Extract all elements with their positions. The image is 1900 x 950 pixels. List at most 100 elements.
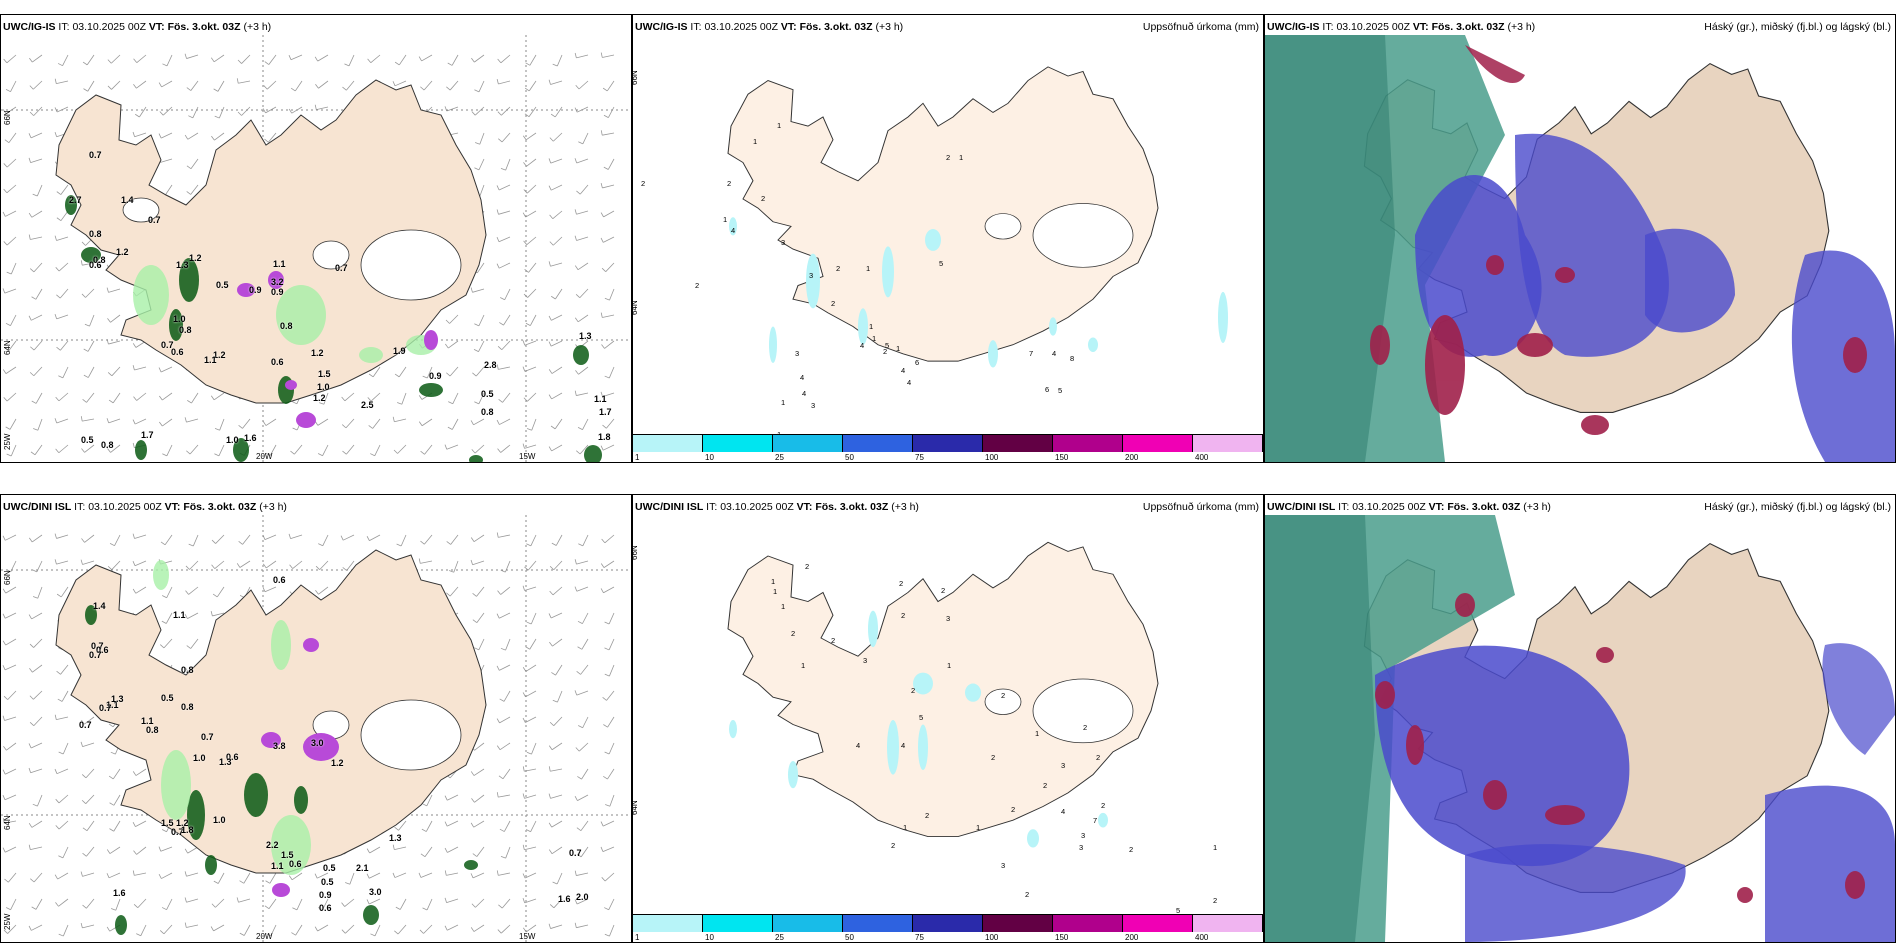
wind-barb (446, 106, 459, 112)
wind-barb-flag (2, 588, 7, 594)
precip-value-label: 3 (795, 349, 800, 358)
gust-value-label: 0.8 (179, 325, 192, 335)
wind-barb-flag (106, 418, 110, 424)
wind-barb (112, 768, 121, 780)
wind-barb (579, 288, 589, 298)
wind-barb-flag (471, 798, 475, 803)
wind-barb (344, 392, 355, 402)
wind-barb (5, 612, 17, 619)
wind-barb (524, 340, 537, 346)
wind-barb-flag (84, 323, 90, 327)
wind-barb-flag (419, 929, 424, 934)
wind-barb-flag (28, 133, 32, 139)
wind-barb (604, 340, 615, 349)
wind-barb-flag (600, 52, 603, 58)
wind-barb (186, 418, 199, 423)
wind-barb (243, 924, 251, 936)
panel-top-mid-precip: UWC/IG-IS IT: 03.10.2025 00Z VT: Fös. 3.… (632, 14, 1264, 463)
wind-barb (476, 612, 485, 623)
wind-barb-flag (550, 113, 556, 118)
wind-barb (550, 262, 563, 267)
wind-barb (503, 314, 511, 326)
wind-barb-flag (525, 322, 531, 326)
wind-barb-flag (29, 57, 33, 63)
wind-barb-flag (3, 241, 8, 246)
wind-barb-flag (548, 822, 553, 828)
wind-barb-flag (600, 130, 603, 136)
colorbar-label: 1 (635, 453, 640, 462)
colorbar-label: 150 (1055, 933, 1069, 942)
precip-value-label: 1 (753, 137, 758, 146)
precip-value-label: 1 (959, 153, 964, 162)
wind-barb-flag (2, 665, 6, 671)
wind-barb (241, 106, 251, 116)
wind-barb (478, 638, 485, 651)
wind-barb (7, 924, 17, 934)
gust-value-label: 0.5 (161, 693, 174, 703)
wind-barb (264, 534, 277, 541)
wind-barb (30, 768, 43, 774)
wind-barb-flag (29, 111, 34, 116)
wind-barb (474, 444, 485, 454)
wind-barb (187, 846, 199, 854)
wind-barb (577, 794, 589, 801)
wind-barb (160, 366, 173, 373)
wind-barb (344, 898, 355, 907)
wind-barb (160, 158, 173, 163)
wind-barb-flag (184, 667, 189, 672)
wind-barb (36, 184, 43, 197)
wind-barb-flag (418, 56, 422, 62)
wind-barb-flag (80, 922, 83, 928)
wind-barb-flag (551, 542, 557, 546)
wind-barb-flag (600, 445, 604, 451)
wind-barb-flag (574, 899, 578, 905)
lon-label-25w: 25W (3, 913, 12, 930)
wind-barb-flag (394, 373, 400, 378)
wind-barb (162, 418, 173, 427)
wind-barb-flag (264, 905, 270, 910)
wind-barb-flag (397, 402, 402, 405)
wind-barb-flag (577, 776, 582, 780)
wind-barb-flag (210, 395, 215, 401)
wind-barb-flag (5, 89, 11, 93)
colorbar-swatch (1123, 434, 1193, 452)
wind-barb-flag (496, 236, 500, 242)
wind-barb (475, 898, 485, 908)
precip-value-label: 1 (781, 398, 786, 407)
wind-barb-flag (54, 131, 57, 137)
wind-barb-flag (548, 185, 552, 191)
wind-barb (500, 54, 511, 64)
wind-barb (476, 846, 485, 857)
precip-value-label: 2 (836, 264, 841, 273)
wind-barb-flag (82, 398, 87, 403)
wind-barb-flag (264, 61, 270, 65)
wind-barb (527, 392, 537, 402)
wind-barb-flag (472, 619, 478, 623)
wind-barb (5, 366, 17, 374)
wind-barb (6, 158, 17, 168)
wind-barb (10, 262, 17, 275)
wind-barb (525, 716, 537, 723)
wind-barb-flag (4, 139, 10, 144)
wind-barb (35, 898, 43, 910)
wind-barb-flag (54, 874, 58, 880)
wind-barb (397, 444, 407, 454)
precip-value-label: 2 (1129, 845, 1134, 854)
wind-barb (529, 638, 537, 650)
wind-barb-flag (159, 421, 163, 427)
wind-barb (524, 872, 537, 879)
wind-barb-flag (604, 375, 610, 379)
wind-barb-flag (29, 85, 34, 90)
wind-barb (134, 560, 147, 567)
wind-barb-flag (600, 846, 604, 852)
gust-value-label: 0.8 (181, 702, 194, 712)
wind-barb-flag (159, 111, 164, 116)
wind-barb-flag (315, 84, 319, 89)
gust-value-label: 0.7 (161, 340, 174, 350)
wind-barb (602, 54, 615, 58)
wind-barb (450, 534, 459, 545)
wind-barb-flag (54, 714, 57, 720)
wind-barb-flag (366, 848, 370, 854)
wind-barb-flag (526, 751, 532, 755)
wind-barb-flag (161, 907, 167, 911)
